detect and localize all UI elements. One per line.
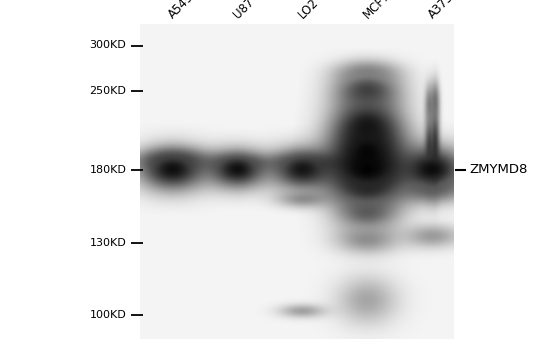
Text: A549: A549 (166, 0, 197, 21)
Text: 130KD: 130KD (90, 238, 126, 248)
Text: ZMYMD8: ZMYMD8 (470, 163, 528, 176)
Text: 250KD: 250KD (90, 86, 126, 96)
Text: MCF7: MCF7 (361, 0, 393, 21)
Text: 300KD: 300KD (90, 41, 126, 50)
Text: LO2: LO2 (296, 0, 321, 21)
Text: 100KD: 100KD (90, 310, 126, 320)
Text: 180KD: 180KD (90, 165, 126, 175)
Text: A375: A375 (426, 0, 456, 21)
Text: U87: U87 (231, 0, 257, 21)
